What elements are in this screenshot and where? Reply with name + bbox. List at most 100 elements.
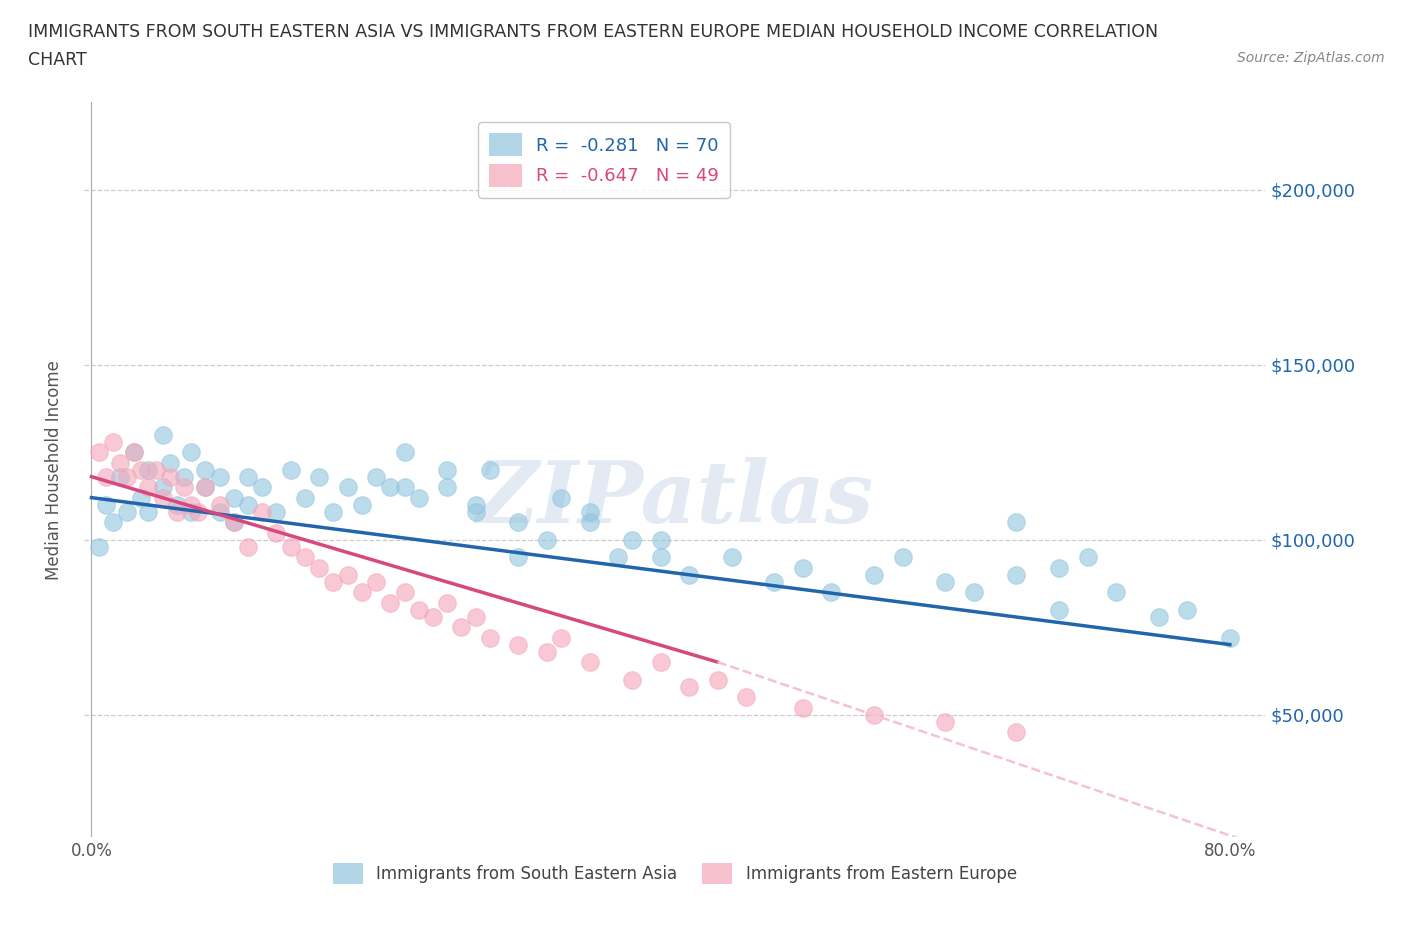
Point <box>194 480 217 495</box>
Point <box>266 525 288 540</box>
Point <box>508 514 530 529</box>
Point <box>208 470 231 485</box>
Point <box>763 574 786 589</box>
Point <box>678 679 700 694</box>
Point <box>578 504 600 519</box>
Point <box>464 504 486 519</box>
Point <box>380 480 402 495</box>
Point <box>422 609 444 624</box>
Text: ZIPatlas: ZIPatlas <box>475 458 875 540</box>
Text: IMMIGRANTS FROM SOUTH EASTERN ASIA VS IMMIGRANTS FROM EASTERN EUROPE MEDIAN HOUS: IMMIGRANTS FROM SOUTH EASTERN ASIA VS IM… <box>28 23 1159 41</box>
Point <box>436 462 458 477</box>
Point <box>350 498 373 512</box>
Point <box>464 498 486 512</box>
Point <box>364 574 387 589</box>
Point <box>294 490 316 505</box>
Point <box>1005 724 1028 739</box>
Point <box>792 700 814 715</box>
Point <box>122 445 145 459</box>
Point <box>208 504 231 519</box>
Point <box>464 609 486 624</box>
Point <box>94 470 117 485</box>
Point <box>408 490 430 505</box>
Point <box>650 532 672 547</box>
Point <box>173 480 195 495</box>
Point <box>720 550 742 565</box>
Point <box>208 498 231 512</box>
Point <box>294 550 316 565</box>
Point <box>792 560 814 575</box>
Point <box>194 462 217 477</box>
Point <box>222 490 245 505</box>
Point <box>236 470 259 485</box>
Point <box>706 672 728 687</box>
Point <box>180 445 202 459</box>
Point <box>336 567 359 582</box>
Point <box>173 470 195 485</box>
Point <box>152 490 174 505</box>
Point <box>1105 585 1128 600</box>
Point <box>159 455 181 470</box>
Point <box>1047 560 1070 575</box>
Point <box>138 480 160 495</box>
Point <box>478 631 501 645</box>
Point <box>308 560 330 575</box>
Point <box>138 504 160 519</box>
Point <box>1005 514 1028 529</box>
Point <box>222 514 245 529</box>
Point <box>252 480 274 495</box>
Point <box>508 550 530 565</box>
Point <box>621 532 644 547</box>
Point <box>87 539 110 554</box>
Point <box>578 655 600 670</box>
Point <box>194 480 217 495</box>
Point <box>394 585 416 600</box>
Point <box>1219 631 1241 645</box>
Point <box>550 631 572 645</box>
Point <box>129 490 152 505</box>
Point <box>1047 602 1070 617</box>
Point <box>394 480 416 495</box>
Point <box>934 714 956 729</box>
Point <box>1147 609 1170 624</box>
Point <box>735 690 758 705</box>
Point <box>166 498 188 512</box>
Point <box>336 480 359 495</box>
Point <box>152 427 174 442</box>
Point <box>450 619 472 634</box>
Point <box>578 514 600 529</box>
Point <box>1005 567 1028 582</box>
Point <box>863 567 886 582</box>
Point <box>550 490 572 505</box>
Point <box>322 574 344 589</box>
Point <box>166 504 188 519</box>
Point <box>115 470 138 485</box>
Point <box>1076 550 1098 565</box>
Point <box>187 504 209 519</box>
Point <box>536 644 558 659</box>
Point <box>436 480 458 495</box>
Point <box>364 470 387 485</box>
Point <box>108 470 131 485</box>
Point <box>820 585 842 600</box>
Point <box>108 455 131 470</box>
Point <box>408 602 430 617</box>
Point <box>478 462 501 477</box>
Point <box>152 480 174 495</box>
Point <box>159 470 181 485</box>
Point <box>129 462 152 477</box>
Legend: Immigrants from South Eastern Asia, Immigrants from Eastern Europe: Immigrants from South Eastern Asia, Immi… <box>326 857 1024 891</box>
Text: Source: ZipAtlas.com: Source: ZipAtlas.com <box>1237 51 1385 65</box>
Point <box>678 567 700 582</box>
Point <box>280 462 302 477</box>
Point <box>87 445 110 459</box>
Point <box>266 504 288 519</box>
Point <box>115 504 138 519</box>
Point <box>94 498 117 512</box>
Point <box>1175 602 1198 617</box>
Y-axis label: Median Household Income: Median Household Income <box>45 360 63 579</box>
Point <box>308 470 330 485</box>
Point <box>280 539 302 554</box>
Point <box>607 550 630 565</box>
Point <box>863 707 886 722</box>
